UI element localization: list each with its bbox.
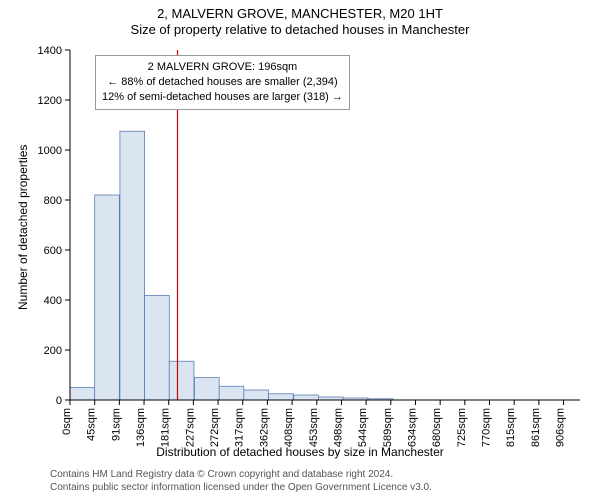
x-tick-label: 91sqm	[110, 408, 122, 441]
svg-text:1400: 1400	[38, 45, 62, 57]
x-tick-label: 362sqm	[258, 408, 270, 447]
histogram-bar	[194, 378, 219, 401]
y-axis-label: Number of detached properties	[16, 145, 30, 310]
x-tick-label: 725sqm	[456, 408, 468, 447]
marker-line3: 12% of semi-detached houses are larger (…	[102, 90, 343, 105]
histogram-bar	[169, 361, 194, 400]
x-tick-label: 861sqm	[530, 408, 542, 447]
histogram-bar	[95, 195, 120, 400]
footer-line2: Contains public sector information licen…	[50, 481, 432, 494]
svg-text:200: 200	[44, 345, 62, 357]
marker-line1: 2 MALVERN GROVE: 196sqm	[102, 60, 343, 75]
x-axis-label: Distribution of detached houses by size …	[0, 445, 600, 459]
x-tick-label: 770sqm	[481, 408, 493, 447]
x-tick-label: 227sqm	[184, 408, 196, 447]
x-tick-label: 634sqm	[406, 408, 418, 447]
x-tick-label: 408sqm	[283, 408, 295, 447]
x-tick-label: 906sqm	[555, 408, 567, 447]
x-tick-label: 498sqm	[332, 408, 344, 447]
svg-text:800: 800	[44, 195, 62, 207]
x-tick-label: 453sqm	[308, 408, 320, 447]
chart-container: 2, MALVERN GROVE, MANCHESTER, M20 1HT Si…	[0, 0, 600, 500]
histogram-bar	[244, 390, 269, 400]
svg-text:0: 0	[56, 395, 62, 407]
x-tick-label: 136sqm	[135, 408, 147, 447]
footer-line1: Contains HM Land Registry data © Crown c…	[50, 468, 432, 481]
histogram-bar	[219, 386, 244, 400]
x-tick-label: 815sqm	[505, 408, 517, 447]
x-tick-label: 544sqm	[357, 408, 369, 447]
histogram-bar	[294, 395, 319, 400]
x-tick-label: 317sqm	[234, 408, 246, 447]
marker-line2: ← 88% of detached houses are smaller (2,…	[102, 75, 343, 90]
x-tick-label: 181sqm	[160, 408, 172, 447]
histogram-bar	[70, 388, 95, 401]
marker-annotation-box: 2 MALVERN GROVE: 196sqm ← 88% of detache…	[95, 55, 350, 110]
x-tick-label: 45sqm	[86, 408, 98, 441]
histogram-bar	[145, 296, 170, 401]
x-tick-label: 272sqm	[209, 408, 221, 447]
x-tick-label: 680sqm	[431, 408, 443, 447]
x-tick-label: 0sqm	[61, 408, 73, 435]
footer-attribution: Contains HM Land Registry data © Crown c…	[50, 468, 432, 494]
histogram-bar	[269, 394, 294, 400]
svg-text:1200: 1200	[38, 95, 62, 107]
x-tick-label: 589sqm	[382, 408, 394, 447]
histogram-bar	[120, 131, 145, 400]
svg-text:400: 400	[44, 295, 62, 307]
svg-text:600: 600	[44, 245, 62, 257]
svg-text:1000: 1000	[38, 145, 62, 157]
